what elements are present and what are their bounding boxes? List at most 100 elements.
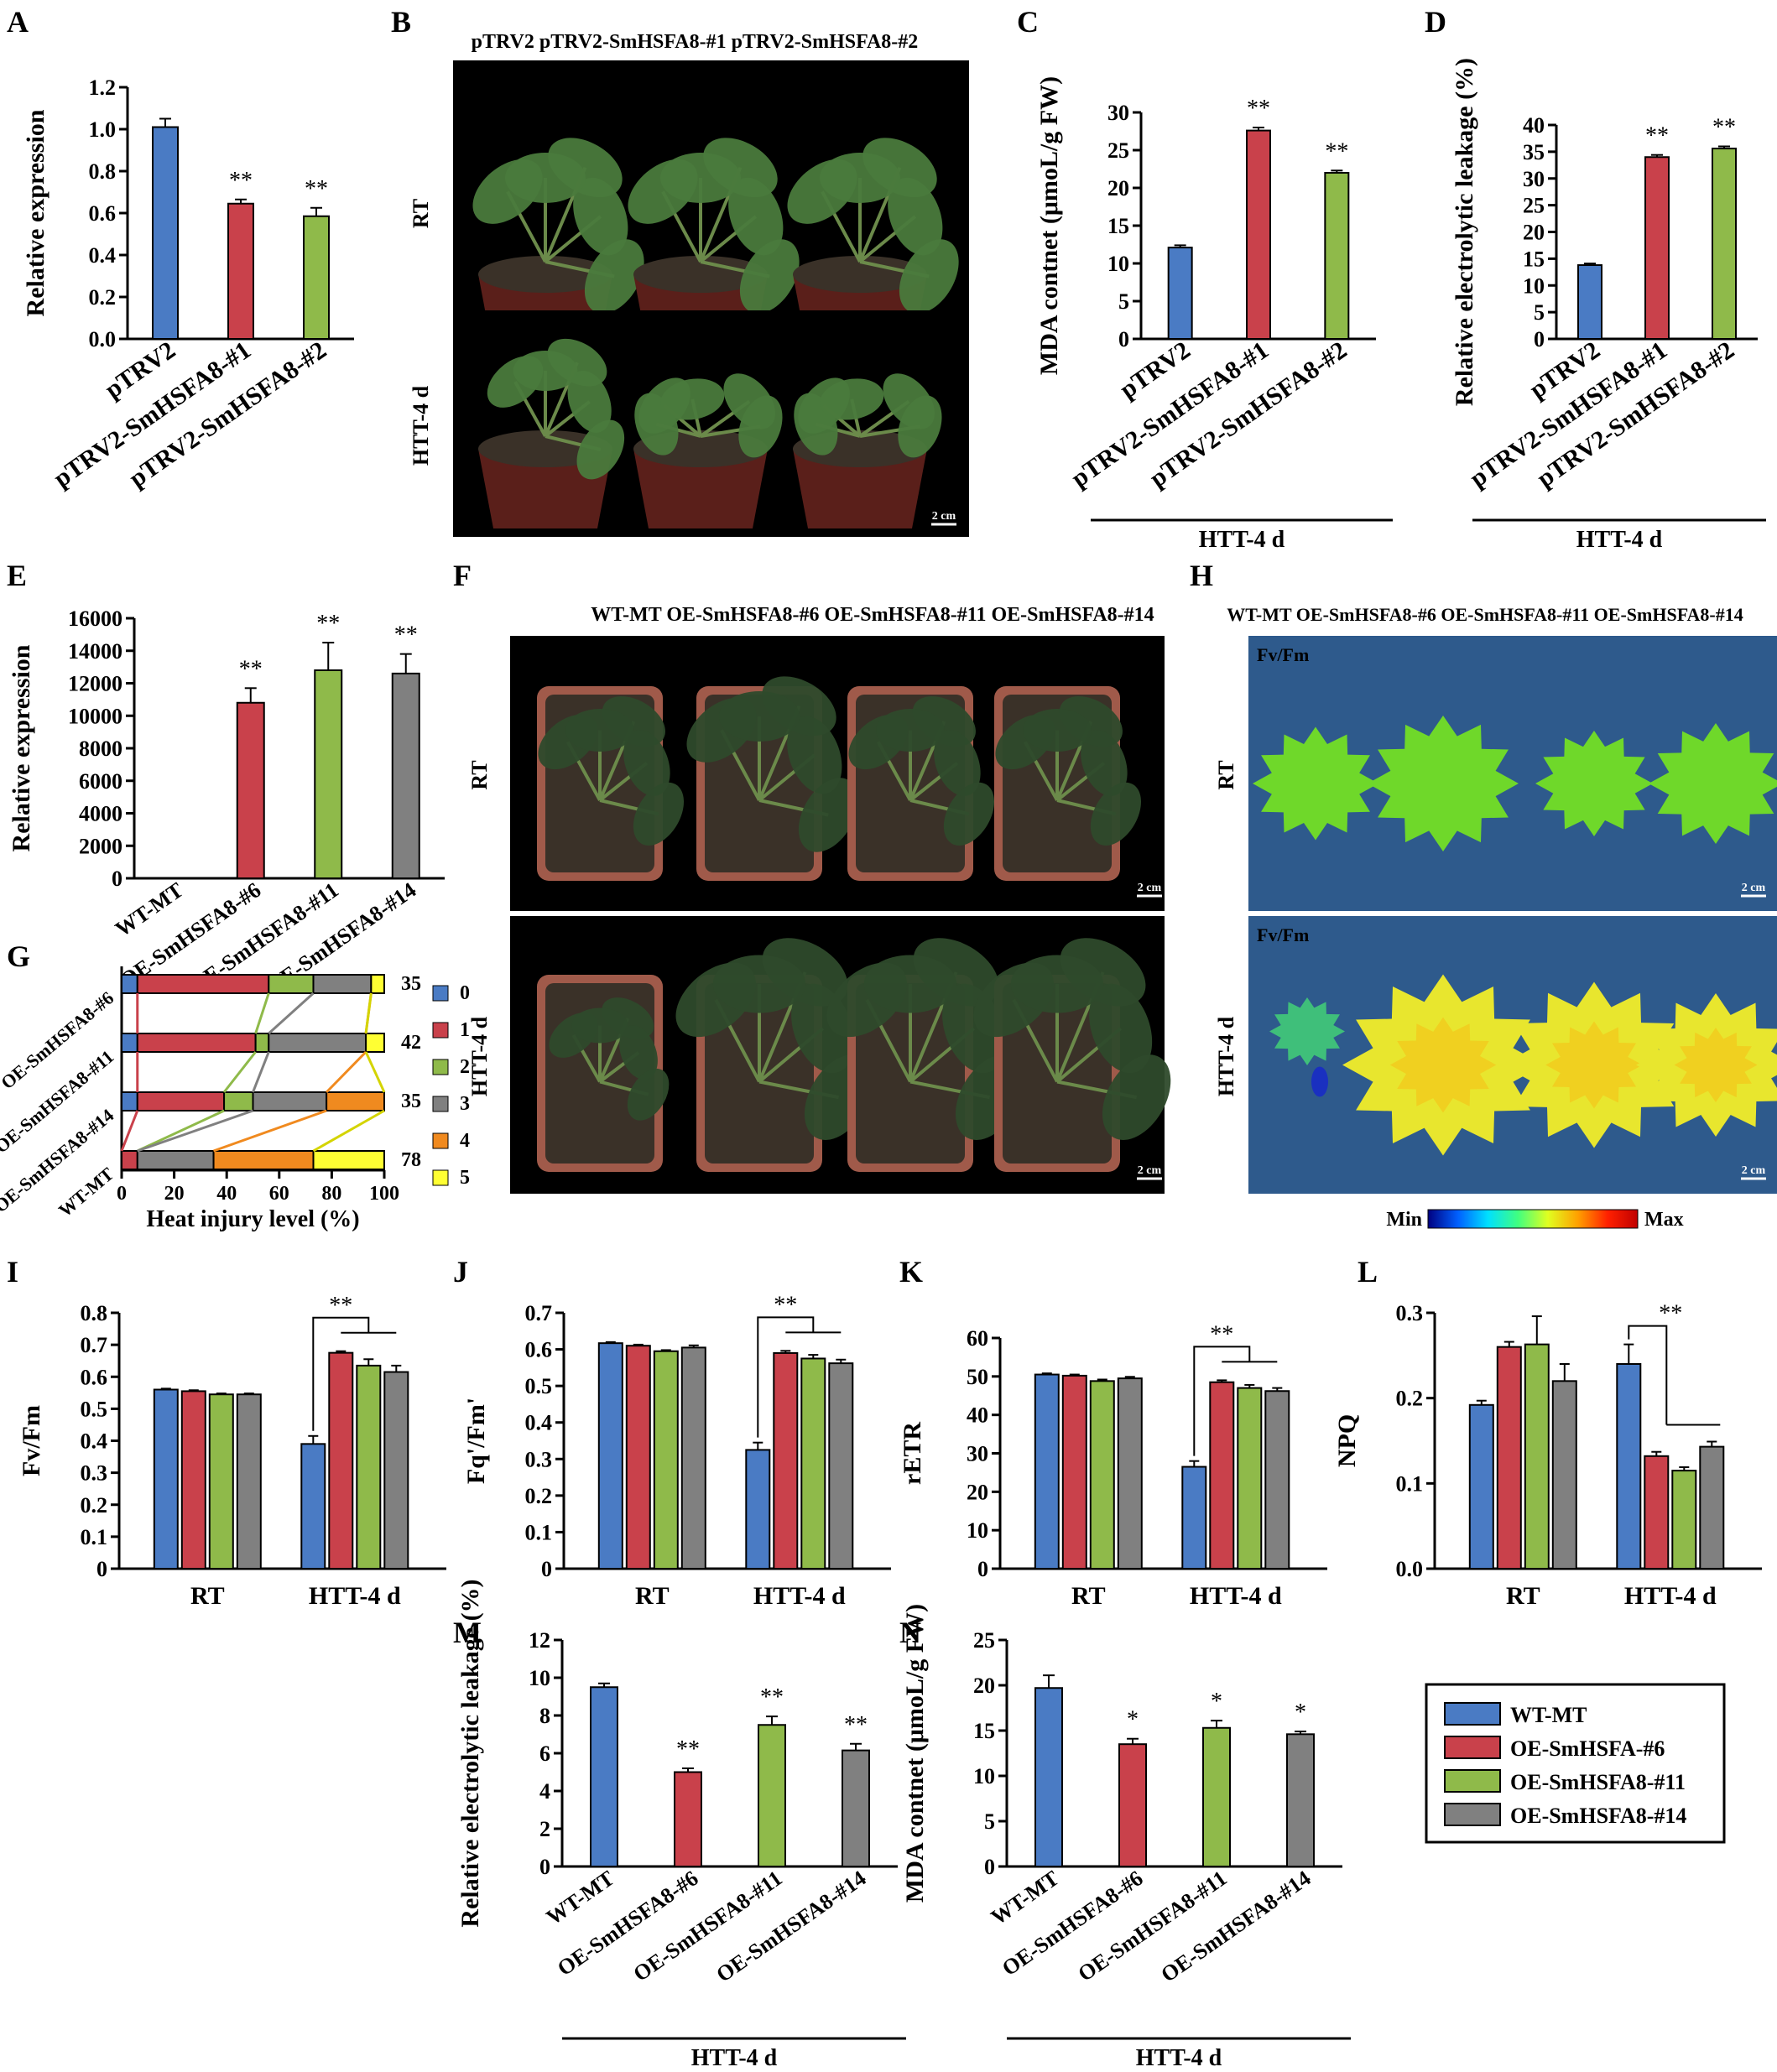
panel-label-l: L [1358,1255,1378,1288]
connector-line [222,1051,257,1093]
x-tick-label: OE-SmHSFA8-#11 [629,1866,787,1986]
bar [1577,264,1602,340]
bar [1468,1403,1494,1570]
bar [1644,1455,1670,1570]
y-tick-label: 2000 [79,834,122,858]
pot [793,449,927,528]
y-tick-label: 0 [541,1557,552,1581]
bar [236,701,265,879]
significance-bracket [1628,1325,1668,1425]
significance-bracket [312,1316,370,1431]
bar [391,672,420,879]
x-tick-label: OE-SmHSFA8-#11 [1074,1866,1232,1986]
y-tick-label: 12 [529,1628,550,1653]
panel-label-f: F [453,559,472,592]
level-swatch [432,1022,449,1039]
bar [1246,129,1271,340]
bar [1712,148,1737,340]
bar [227,202,254,340]
fluorescence-leaf-center [1389,1017,1497,1113]
y-tick-label: 50 [967,1365,988,1389]
y-tick-label: 25 [1107,138,1129,163]
legend-label: OE-SmHSFA-#6 [1510,1736,1665,1761]
fluorescence-leaf [1649,723,1777,844]
panel-label-m: M [453,1616,482,1649]
legend-label: OE-SmHSFA8-#14 [1510,1804,1686,1828]
pot [633,449,768,528]
leaf [787,716,842,794]
bar [383,1371,409,1570]
bar [625,1345,651,1570]
fluorescence-leaf-center [1545,1021,1643,1109]
chart-m: 0 2 4 6 8 10 12 Relative electrolytic leakage (… [456,1579,906,2071]
stacked-segment [268,974,315,994]
stacked-segment [121,1033,138,1053]
bar [758,1724,786,1867]
group-label: HTT-4 d [1136,2045,1222,2071]
photo-panel-b: pTRV2 pTRV2-SmHSFA8-#1 pTRV2-SmHSFA8-#2 2… [409,31,969,537]
y-tick-label: 6000 [79,769,122,794]
bar [828,1362,854,1570]
significance-marker: ** [1325,138,1348,164]
y-tick-label: 0.7 [81,1333,108,1357]
fluorescence-leaf [1269,997,1345,1065]
legend-label: OE-SmHSFA8-#11 [1510,1770,1686,1794]
y-tick-label: 0.1 [1396,1471,1424,1496]
y-tick-label: 0 [96,1557,107,1581]
legend: WT-MT OE-SmHSFA-#6 OE-SmHSFA8-#11 OE-SmHSFA… [1425,1683,1726,1844]
bar [1616,1363,1642,1570]
stacked-segment [121,1091,138,1111]
y-tick-label: 14000 [68,639,122,664]
x-group-label: RT [190,1582,225,1610]
photo-panel-h: WT-MT OE-SmHSFA8-#6 OE-SmHSFA8-#11 OE-Sm… [1214,604,1777,1231]
leaf [627,1068,670,1121]
y-tick-label: 0.8 [89,159,117,184]
bar [1034,1687,1063,1867]
significance-marker: ** [229,168,253,194]
y-axis-label: rETR [899,1422,926,1485]
y-axis-label: Relative electrolytic leakage (%) [456,1579,484,1927]
y-tick-label: 8 [539,1704,550,1728]
y-tick-label: 0 [112,867,122,891]
significance-marker: ** [676,1736,700,1762]
leaf [1081,730,1128,796]
x-tick-label: 100 [369,1183,399,1205]
bar [1117,1377,1143,1570]
y-tick-label: 0 [539,1855,550,1879]
y-tick-label: 30 [967,1442,988,1466]
stacked-segment [223,1091,254,1111]
panel-label-g: G [7,940,30,973]
legend-swatch [1444,1736,1501,1759]
chart-e: 0 2000 4000 6000 8000 10000 12000 14000 16000 Rel… [8,607,445,999]
y-tick-label: 0.3 [525,1447,553,1471]
x-tick-label: WT-MT [987,1866,1064,1929]
y-tick-label: 5 [984,1809,995,1834]
leaf [513,351,578,391]
leaf [1090,782,1141,846]
x-group-label: HTT-4 d [753,1582,846,1610]
x-tick-label: OE-SmHSFA8-#14 [711,1866,870,1986]
stacked-segment [136,1091,226,1111]
photo-row-label: RT [467,760,492,789]
connector-line [213,1109,327,1153]
y-tick-label: 0.4 [525,1411,553,1435]
y-axis-label: Relative expression [8,644,35,851]
y-tick-label: 0.5 [525,1374,553,1398]
x-group-label: HTT-4 d [309,1582,401,1610]
level-swatch [432,1059,449,1075]
stacked-segment [121,1150,138,1170]
soil [793,256,927,293]
bar [1118,1743,1147,1867]
bar [1237,1387,1263,1570]
y-axis-label: Relative electrolytic leakage (%) [1451,58,1478,406]
scale-bar-label: 2 cm [932,510,956,523]
y-tick-label: 20 [973,1674,995,1698]
stacked-segment [312,974,373,994]
connector-line [252,1051,270,1093]
x-group-label: RT [1071,1582,1106,1610]
bar [1699,1445,1725,1570]
chart-i: 0 0.1 0.2 0.3 0.4 0.5 0.6 0.7 0.8 Fv/Fm RT HTT-4 d *… [18,1293,446,1610]
leaf [899,239,959,314]
